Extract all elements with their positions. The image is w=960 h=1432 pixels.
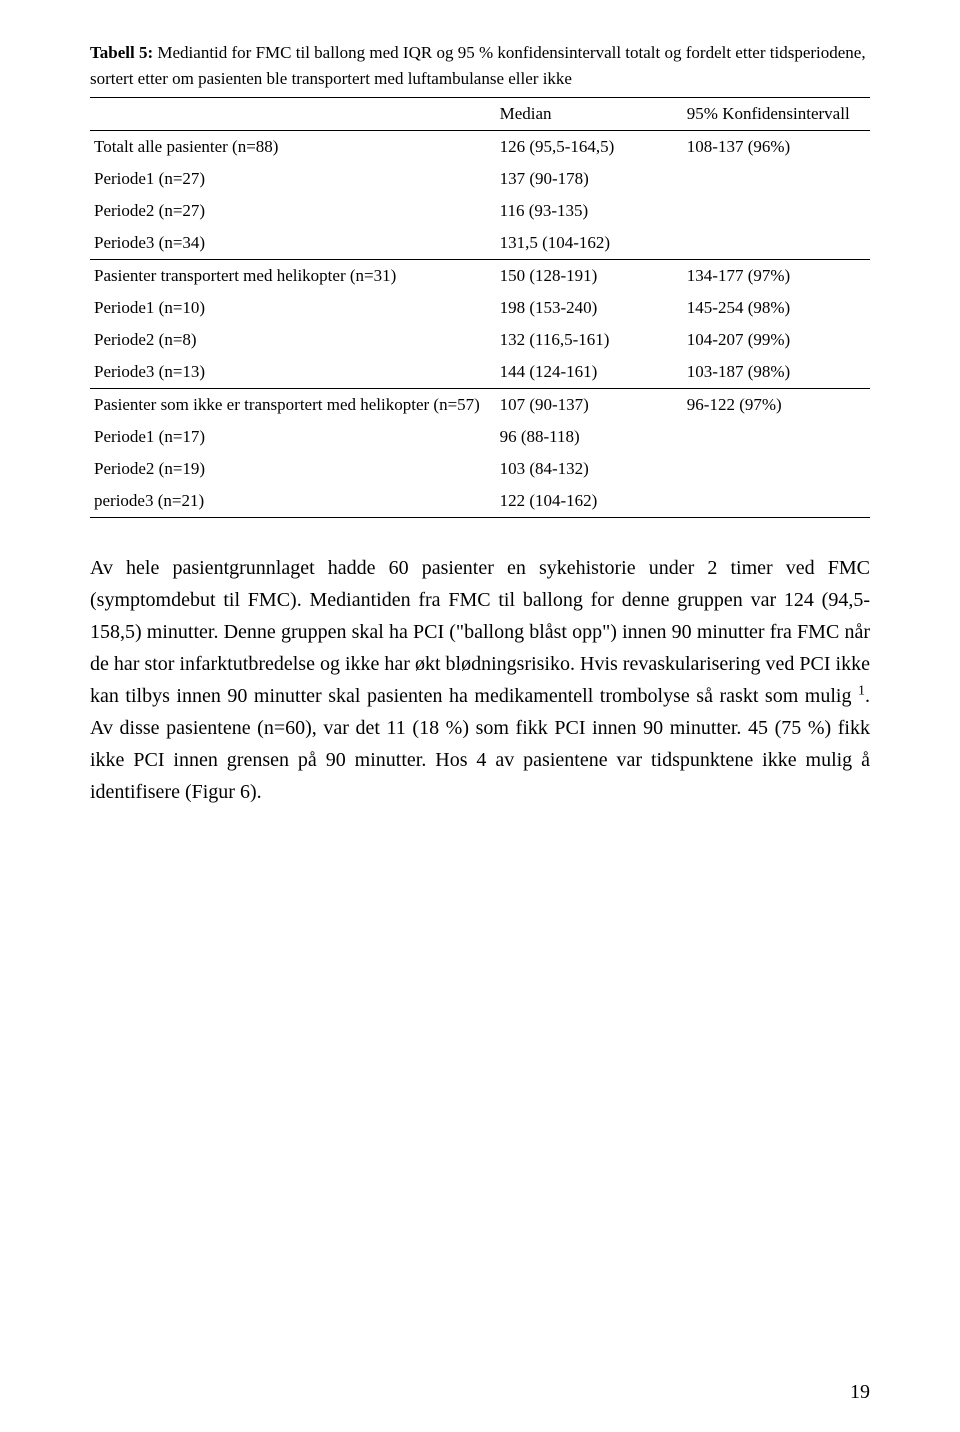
cell-label: periode3 (n=21) [90, 485, 496, 518]
table-row: Totalt alle pasienter (n=88) 126 (95,5-1… [90, 131, 870, 164]
table-row: Pasienter transportert med helikopter (n… [90, 260, 870, 293]
body-text-part-a: Av hele pasientgrunnlaget hadde 60 pasie… [90, 557, 870, 707]
footnote-ref: 1 [858, 683, 865, 698]
cell-ci: 134-177 (97%) [683, 260, 870, 293]
page: Tabell 5: Mediantid for FMC til ballong … [0, 0, 960, 1432]
table-row: Pasienter som ikke er transportert med h… [90, 389, 870, 422]
cell-median: 126 (95,5-164,5) [496, 131, 683, 164]
cell-median: 122 (104-162) [496, 485, 683, 518]
cell-ci: 96-122 (97%) [683, 389, 870, 422]
cell-ci [683, 227, 870, 260]
page-number: 19 [850, 1381, 870, 1404]
cell-label: Periode2 (n=27) [90, 195, 496, 227]
cell-median: 137 (90-178) [496, 163, 683, 195]
cell-label: Periode3 (n=13) [90, 356, 496, 389]
cell-label: Periode1 (n=10) [90, 292, 496, 324]
cell-ci: 103-187 (98%) [683, 356, 870, 389]
header-blank [90, 98, 496, 131]
cell-median: 132 (116,5-161) [496, 324, 683, 356]
cell-median: 116 (93-135) [496, 195, 683, 227]
cell-ci: 104-207 (99%) [683, 324, 870, 356]
table-row: periode3 (n=21) 122 (104-162) [90, 485, 870, 518]
cell-label: Periode1 (n=17) [90, 421, 496, 453]
table-row: Periode2 (n=19) 103 (84-132) [90, 453, 870, 485]
table-caption: Tabell 5: Mediantid for FMC til ballong … [90, 40, 870, 91]
data-table: Median 95% Konfidensintervall Totalt all… [90, 97, 870, 518]
body-paragraph: Av hele pasientgrunnlaget hadde 60 pasie… [90, 552, 870, 808]
table-row: Periode3 (n=34) 131,5 (104-162) [90, 227, 870, 260]
cell-ci [683, 421, 870, 453]
cell-ci [683, 453, 870, 485]
table-row: Periode1 (n=17) 96 (88-118) [90, 421, 870, 453]
cell-median: 144 (124-161) [496, 356, 683, 389]
table-row: Periode1 (n=27) 137 (90-178) [90, 163, 870, 195]
cell-label: Periode3 (n=34) [90, 227, 496, 260]
cell-median: 150 (128-191) [496, 260, 683, 293]
cell-label: Pasienter transportert med helikopter (n… [90, 260, 496, 293]
table-caption-text: Mediantid for FMC til ballong med IQR og… [90, 43, 866, 88]
cell-median: 107 (90-137) [496, 389, 683, 422]
table-header-row: Median 95% Konfidensintervall [90, 98, 870, 131]
cell-ci [683, 485, 870, 518]
cell-label: Periode1 (n=27) [90, 163, 496, 195]
header-median: Median [496, 98, 683, 131]
cell-median: 96 (88-118) [496, 421, 683, 453]
table-caption-label: Tabell 5: [90, 43, 153, 62]
cell-label: Periode2 (n=19) [90, 453, 496, 485]
table-row: Periode2 (n=8) 132 (116,5-161) 104-207 (… [90, 324, 870, 356]
header-ci: 95% Konfidensintervall [683, 98, 870, 131]
cell-label: Totalt alle pasienter (n=88) [90, 131, 496, 164]
table-row: Periode2 (n=27) 116 (93-135) [90, 195, 870, 227]
cell-ci: 145-254 (98%) [683, 292, 870, 324]
cell-median: 131,5 (104-162) [496, 227, 683, 260]
table-row: Periode1 (n=10) 198 (153-240) 145-254 (9… [90, 292, 870, 324]
cell-median: 198 (153-240) [496, 292, 683, 324]
cell-ci: 108-137 (96%) [683, 131, 870, 164]
cell-median: 103 (84-132) [496, 453, 683, 485]
cell-label: Periode2 (n=8) [90, 324, 496, 356]
cell-ci [683, 195, 870, 227]
cell-label: Pasienter som ikke er transportert med h… [90, 389, 496, 422]
cell-ci [683, 163, 870, 195]
table-row: Periode3 (n=13) 144 (124-161) 103-187 (9… [90, 356, 870, 389]
